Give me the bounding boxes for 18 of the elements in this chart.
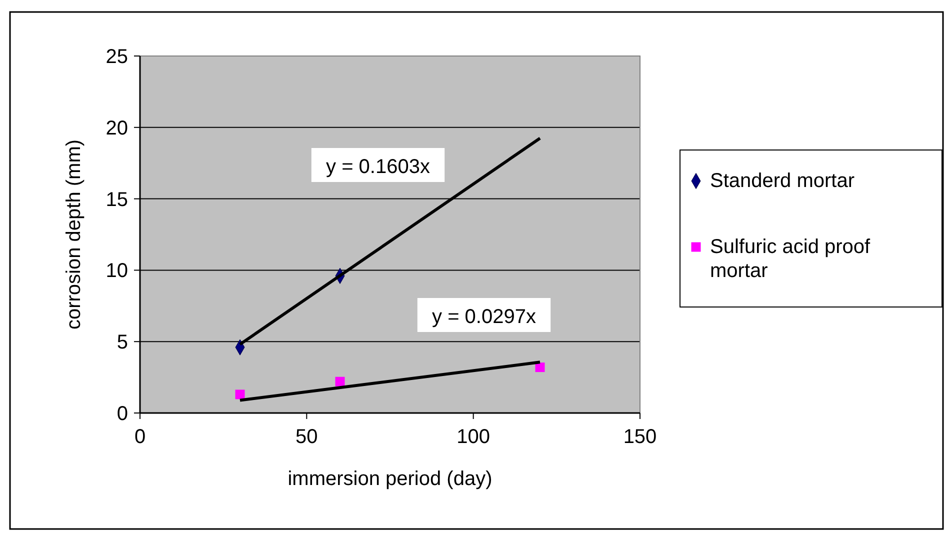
legend-label: Standerd mortar	[710, 170, 855, 192]
y-tick-label: 10	[106, 260, 128, 282]
point	[335, 376, 345, 386]
y-tick-label: 20	[106, 117, 128, 140]
point	[235, 390, 245, 400]
x-tick-label: 150	[623, 426, 657, 448]
x-tick-label: 100	[456, 426, 490, 448]
y-tick-label: 25	[106, 46, 128, 68]
y-axis-title: corrosion depth (mm)	[63, 139, 85, 330]
x-tick-label: 0	[134, 426, 146, 448]
annotation: y = 0.1603x	[326, 156, 430, 178]
x-tick-label: 50	[296, 426, 318, 448]
y-tick-label: 5	[116, 332, 128, 354]
y-tick-label: 0	[116, 403, 128, 425]
y-tick-label: 15	[106, 188, 128, 211]
legend-label: Sulfuric acid proof mortar	[710, 236, 871, 282]
annotation: y = 0.0297x	[432, 306, 536, 328]
x-axis-title: immersion period (day)	[288, 468, 492, 490]
